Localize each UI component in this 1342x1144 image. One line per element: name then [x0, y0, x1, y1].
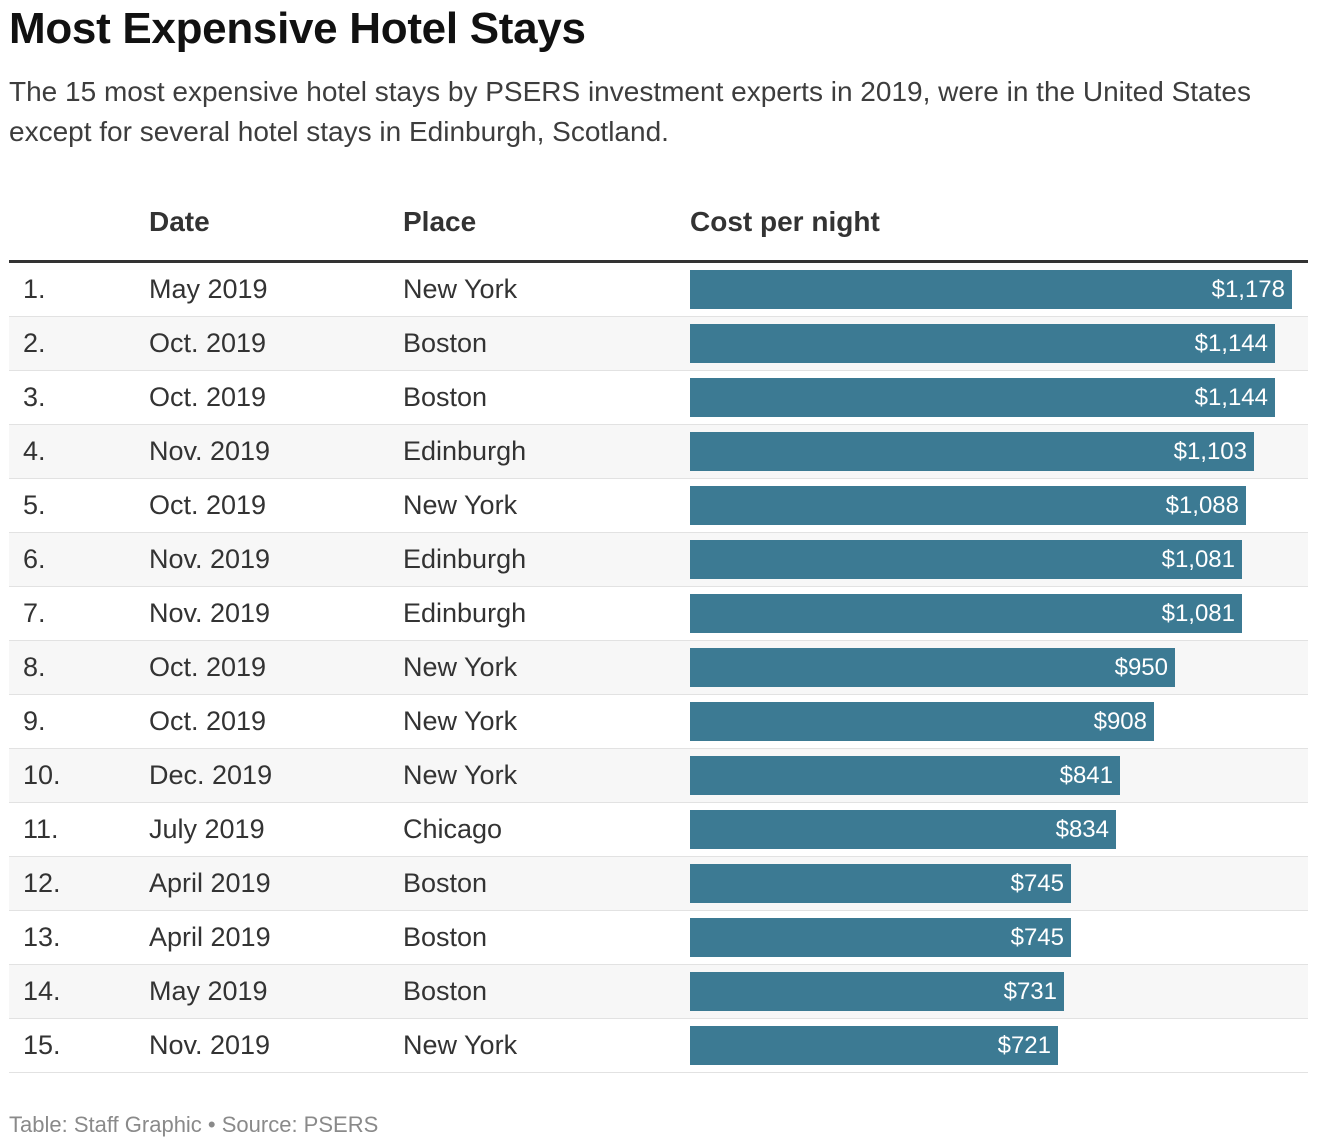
chart-title: Most Expensive Hotel Stays — [9, 4, 586, 53]
place-cell: New York — [403, 274, 518, 304]
rank-cell: 8. — [23, 652, 46, 682]
rank-cell: 3. — [23, 382, 46, 412]
table-row: 13. April 2019 Boston $745 — [9, 911, 1308, 965]
table-row: 2. Oct. 2019 Boston $1,144 — [9, 317, 1308, 371]
table-row: 8. Oct. 2019 New York $950 — [9, 641, 1308, 695]
cost-bar: $1,081 — [690, 540, 1242, 579]
cost-bar: $834 — [690, 810, 1116, 849]
date-cell: May 2019 — [149, 274, 268, 304]
table-row: 5. Oct. 2019 New York $1,088 — [9, 479, 1308, 533]
cost-label: $721 — [997, 1032, 1051, 1059]
cost-label: $1,081 — [1161, 600, 1235, 627]
date-cell: May 2019 — [149, 976, 268, 1006]
table-row: 1. May 2019 New York $1,178 — [9, 263, 1308, 317]
place-cell: Boston — [403, 328, 488, 358]
rank-cell: 4. — [23, 436, 46, 466]
cost-bar: $1,178 — [690, 270, 1292, 309]
rank-cell: 13. — [23, 922, 61, 952]
rank-cell: 2. — [23, 328, 46, 358]
rank-cell: 15. — [23, 1030, 61, 1060]
place-cell: Boston — [403, 922, 488, 952]
date-cell: April 2019 — [149, 868, 271, 898]
rank-cell: 9. — [23, 706, 46, 736]
place-cell: Boston — [403, 382, 488, 412]
place-cell: Chicago — [403, 814, 503, 844]
place-cell: Boston — [403, 976, 488, 1006]
place-cell: Boston — [403, 868, 488, 898]
table-row: 10. Dec. 2019 New York $841 — [9, 749, 1308, 803]
column-header-place: Place — [403, 206, 477, 237]
cost-label: $731 — [1003, 978, 1057, 1005]
rank-cell: 14. — [23, 976, 61, 1006]
chart-subtitle: The 15 most expensive hotel stays by PSE… — [9, 76, 1251, 147]
cost-label: $1,144 — [1194, 330, 1268, 357]
column-header-date: Date — [149, 206, 210, 237]
cost-label: $1,178 — [1211, 276, 1285, 303]
date-cell: Oct. 2019 — [149, 382, 267, 412]
cost-label: $1,103 — [1173, 438, 1247, 465]
table-row: 14. May 2019 Boston $731 — [9, 965, 1308, 1019]
date-cell: Oct. 2019 — [149, 490, 267, 520]
cost-bar: $1,144 — [690, 324, 1275, 363]
rank-cell: 7. — [23, 598, 46, 628]
table-row: 12. April 2019 Boston $745 — [9, 857, 1308, 911]
cost-bar: $908 — [690, 702, 1154, 741]
cost-label: $745 — [1010, 870, 1064, 897]
date-cell: Oct. 2019 — [149, 706, 267, 736]
rank-cell: 11. — [23, 814, 59, 844]
table-row: 3. Oct. 2019 Boston $1,144 — [9, 371, 1308, 425]
cost-label: $841 — [1059, 762, 1113, 789]
table-row: 9. Oct. 2019 New York $908 — [9, 695, 1308, 749]
date-cell: April 2019 — [149, 922, 271, 952]
cost-label: $950 — [1114, 654, 1168, 681]
table-header: Date Place Cost per night — [9, 198, 1308, 263]
place-cell: New York — [403, 490, 518, 520]
cost-bar: $1,103 — [690, 432, 1254, 471]
rank-cell: 12. — [23, 868, 61, 898]
date-cell: July 2019 — [149, 814, 265, 844]
place-cell: Edinburgh — [403, 544, 527, 574]
cost-bar: $731 — [690, 972, 1064, 1011]
column-header-cost: Cost per night — [690, 206, 880, 237]
hotel-stays-table: Date Place Cost per night 1. May 2019 New … — [9, 198, 1308, 1073]
source-note: Table: Staff Graphic • Source: PSERS — [9, 1112, 379, 1137]
table-row: 7. Nov. 2019 Edinburgh $1,081 — [9, 587, 1308, 641]
cost-bar: $1,088 — [690, 486, 1246, 525]
cost-bar: $1,081 — [690, 594, 1242, 633]
cost-label: $1,144 — [1194, 384, 1268, 411]
date-cell: Oct. 2019 — [149, 652, 267, 682]
place-cell: Edinburgh — [403, 436, 527, 466]
date-cell: Dec. 2019 — [149, 760, 273, 790]
cost-label: $908 — [1093, 708, 1147, 735]
date-cell: Oct. 2019 — [149, 328, 267, 358]
rank-cell: 5. — [23, 490, 46, 520]
table-body: 1. May 2019 New York $1,178 2. Oct. 2019 Bosto… — [9, 263, 1308, 1073]
cost-bar: $745 — [690, 864, 1071, 903]
date-cell: Nov. 2019 — [149, 1030, 271, 1060]
place-cell: Edinburgh — [403, 598, 527, 628]
table-row: 11. July 2019 Chicago $834 — [9, 803, 1308, 857]
place-cell: New York — [403, 652, 518, 682]
cost-bar: $841 — [690, 756, 1120, 795]
table-row: 6. Nov. 2019 Edinburgh $1,081 — [9, 533, 1308, 587]
cost-bar: $950 — [690, 648, 1175, 687]
date-cell: Nov. 2019 — [149, 598, 271, 628]
rank-cell: 1. — [23, 274, 46, 304]
cost-label: $1,081 — [1161, 546, 1235, 573]
place-cell: New York — [403, 1030, 518, 1060]
cost-label: $834 — [1055, 816, 1109, 843]
table-row: 4. Nov. 2019 Edinburgh $1,103 — [9, 425, 1308, 479]
cost-label: $1,088 — [1165, 492, 1239, 519]
table-row: 15. Nov. 2019 New York $721 — [9, 1019, 1308, 1073]
cost-bar: $745 — [690, 918, 1071, 957]
cost-label: $745 — [1010, 924, 1064, 951]
cost-bar: $1,144 — [690, 378, 1275, 417]
place-cell: New York — [403, 706, 518, 736]
date-cell: Nov. 2019 — [149, 544, 271, 574]
place-cell: New York — [403, 760, 518, 790]
cost-bar: $721 — [690, 1026, 1058, 1065]
date-cell: Nov. 2019 — [149, 436, 271, 466]
rank-cell: 6. — [23, 544, 46, 574]
rank-cell: 10. — [23, 760, 61, 790]
